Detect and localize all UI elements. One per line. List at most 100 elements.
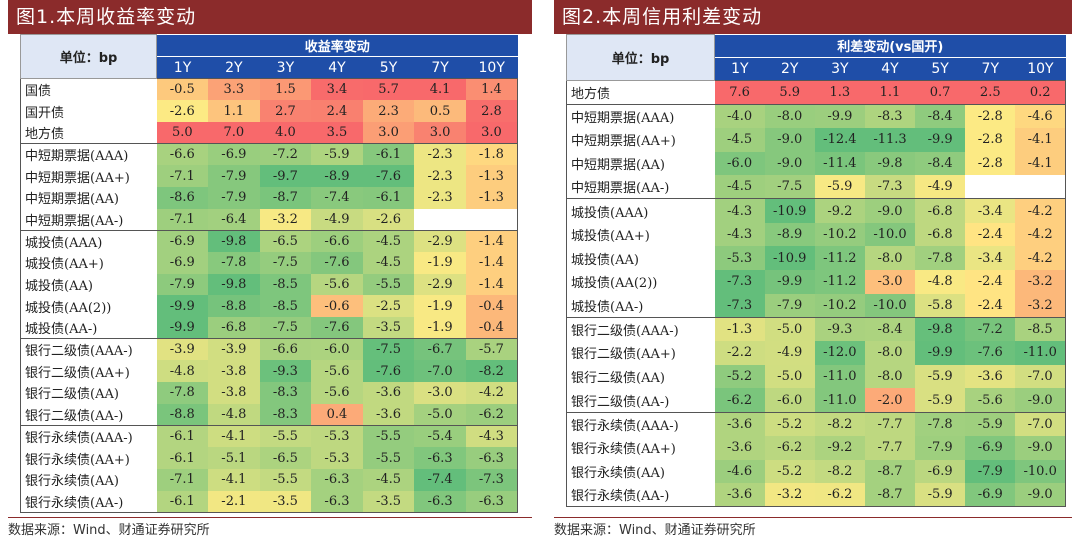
value-cell: -7.8: [156, 382, 209, 404]
value-cell: -6.6: [259, 338, 312, 361]
value-cell: 1.5: [259, 78, 312, 101]
column-header-1y: 1Y: [156, 56, 209, 79]
value-cell: -4.3: [465, 425, 518, 448]
value-cell: -4.2: [1015, 198, 1067, 223]
value-cell: -9.2: [814, 198, 865, 223]
value-cell: 2.3: [362, 100, 415, 122]
value-cell: -1.8: [465, 143, 518, 166]
column-header-7y: 7Y: [965, 57, 1016, 81]
value-cell: -2.8: [965, 103, 1016, 128]
value-cell: 4.1: [414, 78, 466, 101]
value-cell: -8.2: [814, 459, 865, 484]
row-label: 银行永续债(AA): [566, 459, 715, 484]
value-cell: -8.3: [259, 382, 312, 404]
value-cell: -2.3: [414, 186, 466, 209]
value-cell: -4.1: [208, 468, 260, 491]
value-cell: -2.4: [965, 222, 1016, 247]
row-label: 中短期票据(AAA): [20, 143, 157, 166]
row-label: 银行二级债(AA-): [20, 403, 157, 426]
table-row: 银行永续债(AA+) -3.6 -6.2 -9.2 -7.7 -7.9 -6.9 -9.0: [566, 435, 1067, 460]
value-cell: 3.0: [465, 121, 518, 145]
value-cell: -4.3: [714, 198, 765, 223]
value-cell: -7.3: [864, 175, 916, 200]
value-cell: -9.9: [764, 270, 815, 294]
value-cell: [1015, 175, 1067, 200]
right-panel: 图2.本周信用利差变动: [554, 0, 1072, 34]
row-label: 中短期票据(AA+): [20, 165, 157, 187]
value-cell: -6.2: [714, 388, 765, 413]
value-cell: -3.6: [362, 382, 415, 404]
value-cell: -9.9: [814, 103, 865, 128]
value-cell: -3.2: [259, 208, 312, 231]
column-header-7y: 7Y: [414, 56, 466, 79]
value-cell: -1.3: [465, 186, 518, 209]
value-cell: -4.2: [1015, 246, 1067, 270]
right-footer-line: [554, 517, 1072, 518]
table-row: 银行二级债(AAA-) -3.9 -3.9 -6.6 -6.0 -7.5 -6.7 -5.7: [20, 338, 518, 361]
table-row: 银行二级债(AA-) -6.2 -6.0 -11.0 -2.0 -5.9 -5.6 -9.0: [566, 388, 1067, 413]
unit-label: 单位：bp: [566, 34, 715, 81]
row-label: 银行二级债(AA+): [566, 341, 715, 365]
value-cell: -9.8: [208, 273, 260, 296]
value-cell: -6.9: [208, 143, 260, 166]
table-row: 银行二级债(AA) -5.2 -5.0 -11.0 -8.0 -5.9 -3.6 -7.0: [566, 364, 1067, 389]
value-cell: -5.4: [414, 425, 466, 448]
value-cell: -0.4: [465, 295, 518, 318]
table-row: 城投债(AA(2)) -7.3 -9.9 -11.2 -3.0 -4.8 -2.4 -3.2: [566, 270, 1067, 294]
value-cell: 4.0: [259, 121, 312, 145]
value-cell: -6.4: [208, 208, 260, 231]
value-cell: -9.2: [814, 435, 865, 460]
value-cell: -0.6: [311, 295, 363, 318]
value-cell: -5.5: [362, 425, 415, 448]
value-cell: -8.4: [864, 316, 916, 342]
column-header-10y: 10Y: [465, 56, 518, 79]
value-cell: 1.1: [864, 80, 916, 105]
value-cell: -7.0: [1015, 411, 1067, 436]
table-row: 中短期票据(AA-) -4.5 -7.5 -5.9 -7.3 -4.9: [566, 175, 1067, 200]
value-cell: -7.6: [362, 165, 415, 187]
value-cell: -3.5: [259, 490, 312, 513]
row-label: 城投债(AA-): [566, 293, 715, 318]
value-cell: -4.8: [156, 360, 209, 383]
value-cell: -9.7: [259, 165, 312, 187]
table-row: 城投债(AA-) -9.9 -6.8 -7.5 -7.6 -3.5 -1.9 -0.4: [20, 317, 518, 340]
group-header: 收益率变动: [156, 34, 518, 57]
value-cell: -5.0: [764, 364, 815, 389]
unit-label: 单位：bp: [20, 34, 157, 79]
row-label: 银行二级债(AA): [566, 364, 715, 389]
row-label: 城投债(AA(2)): [20, 295, 157, 318]
left-yield-table: 单位：bp 收益率变动 1Y 2Y 3Y 4Y 5Y 7Y 10Y 国债 -0.5 3.3 1.5 3.4…: [20, 34, 518, 513]
value-cell: -7.6: [362, 360, 415, 383]
value-cell: -5.3: [311, 447, 363, 469]
value-cell: -4.8: [915, 270, 966, 294]
value-cell: -7.6: [311, 317, 363, 340]
value-cell: -7.0: [1015, 364, 1067, 389]
value-cell: -2.3: [414, 165, 466, 187]
value-cell: -3.6: [965, 364, 1016, 389]
value-cell: -3.6: [714, 435, 765, 460]
row-label: 中短期票据(AA): [566, 151, 715, 176]
value-cell: -10.2: [814, 222, 865, 247]
value-cell: -4.8: [208, 403, 260, 426]
value-cell: -7.6: [311, 252, 363, 274]
value-cell: -9.9: [156, 317, 209, 340]
value-cell: -8.8: [156, 403, 209, 426]
value-cell: -6.3: [311, 490, 363, 513]
value-cell: -10.0: [864, 222, 916, 247]
row-label: 银行永续债(AA-): [20, 490, 157, 513]
table-row: 地方债 7.6 5.9 1.3 1.1 0.7 2.5 0.2: [566, 80, 1067, 105]
value-cell: -12.0: [814, 341, 865, 365]
row-label: 中短期票据(AA-): [566, 175, 715, 200]
value-cell: -9.0: [764, 127, 815, 152]
value-cell: -4.5: [362, 252, 415, 274]
column-header-3y: 3Y: [259, 56, 312, 79]
value-cell: -3.4: [965, 198, 1016, 223]
value-cell: -10.2: [814, 293, 865, 318]
row-label: 银行二级债(AAA-): [566, 316, 715, 342]
value-cell: -7.7: [864, 411, 916, 436]
value-cell: -8.7: [864, 483, 916, 508]
value-cell: -9.0: [1015, 388, 1067, 413]
value-cell: -5.1: [208, 447, 260, 469]
value-cell: -7.3: [465, 468, 518, 491]
value-cell: -2.8: [965, 151, 1016, 176]
